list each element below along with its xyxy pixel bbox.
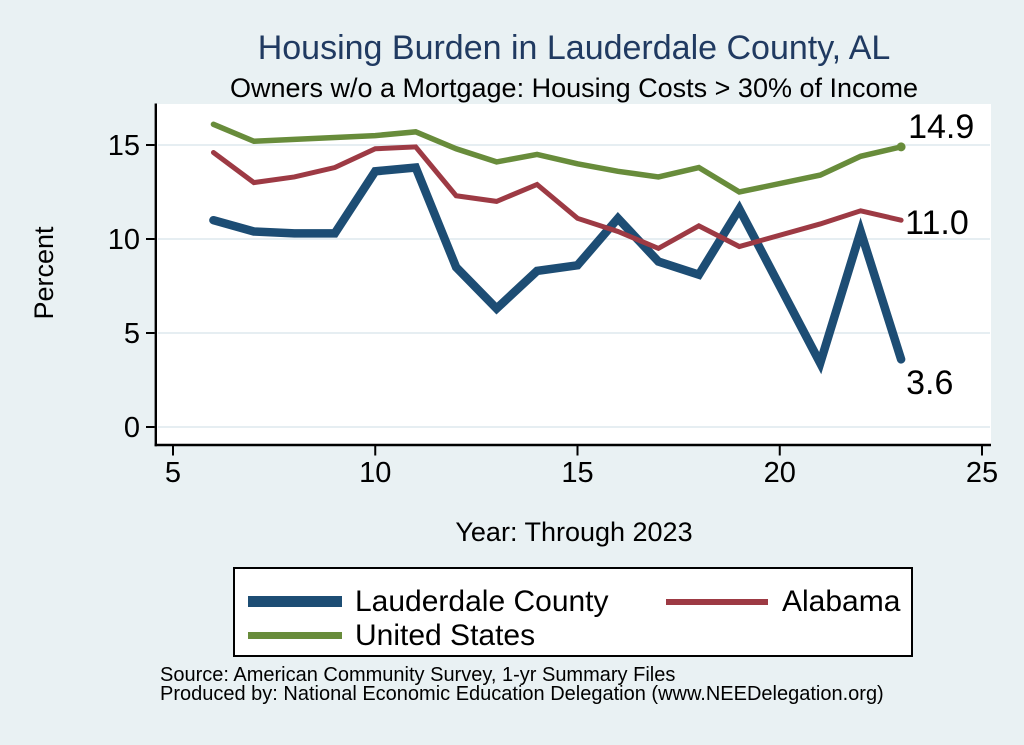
legend-label-lauderdale-county: Lauderdale County bbox=[355, 585, 609, 618]
source-line-1: Source: American Community Survey, 1-yr … bbox=[160, 664, 676, 686]
legend-label-alabama: Alabama bbox=[782, 585, 901, 618]
legend: Lauderdale County Alabama United States bbox=[233, 567, 913, 657]
source-line-2: Produced by: National Economic Education… bbox=[160, 683, 884, 705]
chart-title: Housing Burden in Lauderdale County, AL bbox=[257, 29, 891, 67]
legend-swatch-united-states bbox=[248, 632, 342, 639]
series-end-marker-united-states bbox=[896, 142, 906, 152]
legend-label-united-states: United States bbox=[355, 619, 536, 652]
y-tick-label-5: 5 bbox=[124, 318, 140, 350]
source-note: Source: American Community Survey, 1-yr … bbox=[160, 664, 884, 705]
y-axis-title: Percent bbox=[29, 226, 59, 320]
y-tick-label-0: 0 bbox=[124, 412, 140, 444]
y-tick-label-15: 15 bbox=[108, 130, 140, 162]
series-line-alabama bbox=[210, 144, 904, 252]
x-tick-label-10: 10 bbox=[359, 457, 391, 489]
x-tick-label-20: 20 bbox=[764, 457, 796, 489]
chart-subtitle: Owners w/o a Mortgage: Housing Costs > 3… bbox=[229, 73, 919, 103]
series-end-label-lauderdale-county: 3.6 bbox=[906, 364, 953, 402]
plot-area: 0 5 10 15 5 10 15 20 25 3.6 11.0 14.9 bbox=[108, 103, 998, 489]
x-axis-title: Year: Through 2023 bbox=[455, 517, 693, 547]
series-end-label-united-states: 14.9 bbox=[908, 108, 974, 146]
series-end-label-alabama: 11.0 bbox=[905, 204, 969, 242]
legend-swatch-lauderdale-county bbox=[248, 596, 342, 607]
y-tick-label-10: 10 bbox=[108, 224, 140, 256]
x-tick-label-25: 25 bbox=[966, 457, 998, 489]
x-tick-label-15: 15 bbox=[561, 457, 593, 489]
legend-swatch-alabama bbox=[666, 599, 768, 605]
x-tick-label-5: 5 bbox=[165, 457, 181, 489]
series-line-lauderdale-county bbox=[209, 163, 906, 375]
series-line-united-states bbox=[210, 121, 904, 195]
